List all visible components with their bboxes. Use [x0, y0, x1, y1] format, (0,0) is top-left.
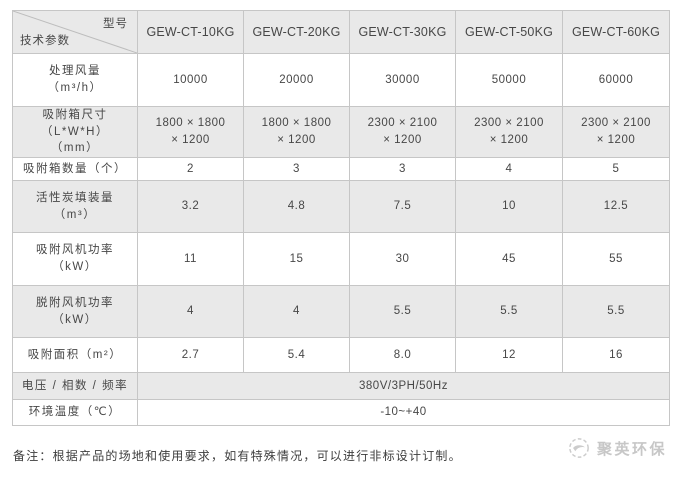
row-desorption-fan-power: 脱附风机功率 （kW） 4 4 5.5 5.5 5.5 — [12, 285, 670, 339]
data-cell: 1800 × 1800 × 1200 — [137, 105, 244, 159]
data-cell: 30000 — [349, 53, 456, 107]
corner-label-tech-params: 技术参数 — [20, 35, 70, 47]
row-label: 电压 / 相数 / 频率 — [12, 372, 138, 401]
data-cell: 1800 × 1800 × 1200 — [243, 105, 350, 159]
data-cell: 4 — [243, 285, 350, 339]
row-air-volume: 处理风量 （m³/h） 10000 20000 30000 50000 6000… — [12, 53, 670, 107]
data-cell: 2300 × 2100 × 1200 — [349, 105, 456, 159]
data-cell: 7.5 — [349, 180, 456, 234]
data-cell: 5.5 — [455, 285, 563, 339]
column-header-30kg: GEW-CT-30KG — [349, 10, 456, 54]
data-cell: 2 — [137, 157, 244, 182]
data-cell: 5.5 — [349, 285, 456, 339]
column-header-10kg: GEW-CT-10KG — [137, 10, 244, 54]
column-header-20kg: GEW-CT-20KG — [243, 10, 350, 54]
header-row: 型号 技术参数 GEW-CT-10KG GEW-CT-20KG GEW-CT-3… — [12, 10, 670, 54]
data-cell: 2300 × 2100 × 1200 — [455, 105, 563, 159]
data-cell: 5.5 — [562, 285, 670, 339]
row-label: 吸附风机功率 （kW） — [12, 232, 138, 287]
data-cell: 4 — [455, 157, 563, 182]
row-label: 吸附面积（m²） — [12, 337, 138, 374]
row-label: 吸附箱尺寸 （L*W*H） （mm） — [12, 105, 138, 159]
data-cell: 60000 — [562, 53, 670, 107]
data-cell: 3 — [243, 157, 350, 182]
row-adsorption-area: 吸附面积（m²） 2.7 5.4 8.0 12 16 — [12, 337, 670, 374]
row-label: 脱附风机功率 （kW） — [12, 285, 138, 339]
data-cell: 2300 × 2100 × 1200 — [562, 105, 670, 159]
row-carbon-load: 活性炭填装量 （m³） 3.2 4.8 7.5 10 12.5 — [12, 180, 670, 234]
diagonal-divider — [13, 11, 137, 53]
footnote: 备注：根据产品的场地和使用要求，如有特殊情况，可以进行非标设计订制。 — [13, 449, 462, 463]
data-cell: 20000 — [243, 53, 350, 107]
data-cell: 10000 — [137, 53, 244, 107]
brand-watermark: 聚英环保 — [568, 437, 667, 459]
row-adsorption-fan-power: 吸附风机功率 （kW） 11 15 30 45 55 — [12, 232, 670, 287]
row-box-quantity: 吸附箱数量（个） 2 3 3 4 5 — [12, 157, 670, 182]
data-cell: 10 — [455, 180, 563, 234]
corner-label-model: 型号 — [103, 18, 128, 30]
data-cell: 4 — [137, 285, 244, 339]
row-label: 活性炭填装量 （m³） — [12, 180, 138, 234]
data-cell: 45 — [455, 232, 563, 287]
row-ambient-temperature: 环境温度（℃） -10~+40 — [12, 399, 670, 427]
brand-name: 聚英环保 — [596, 440, 667, 458]
column-header-50kg: GEW-CT-50KG — [455, 10, 563, 54]
row-label: 吸附箱数量（个） — [12, 157, 138, 182]
spec-table: 型号 技术参数 GEW-CT-10KG GEW-CT-20KG GEW-CT-3… — [12, 10, 670, 427]
row-voltage-phase-frequency: 电压 / 相数 / 频率 380V/3PH/50Hz — [12, 372, 670, 401]
data-cell: 3 — [349, 157, 456, 182]
data-cell-merged: -10~+40 — [137, 399, 670, 427]
row-label: 环境温度（℃） — [12, 399, 138, 427]
data-cell: 55 — [562, 232, 670, 287]
data-cell-merged: 380V/3PH/50Hz — [137, 372, 670, 401]
data-cell: 5.4 — [243, 337, 350, 374]
bird-circle-icon — [569, 438, 589, 458]
data-cell: 12.5 — [562, 180, 670, 234]
row-label: 处理风量 （m³/h） — [12, 53, 138, 107]
data-cell: 16 — [562, 337, 670, 374]
row-box-dimensions: 吸附箱尺寸 （L*W*H） （mm） 1800 × 1800 × 1200 18… — [12, 105, 670, 159]
data-cell: 2.7 — [137, 337, 244, 374]
data-cell: 4.8 — [243, 180, 350, 234]
data-cell: 30 — [349, 232, 456, 287]
column-header-60kg: GEW-CT-60KG — [562, 10, 670, 54]
data-cell: 8.0 — [349, 337, 456, 374]
data-cell: 11 — [137, 232, 244, 287]
data-cell: 12 — [455, 337, 563, 374]
header-corner-cell: 型号 技术参数 — [12, 10, 138, 54]
data-cell: 3.2 — [137, 180, 244, 234]
data-cell: 50000 — [455, 53, 563, 107]
data-cell: 5 — [562, 157, 670, 182]
data-cell: 15 — [243, 232, 350, 287]
